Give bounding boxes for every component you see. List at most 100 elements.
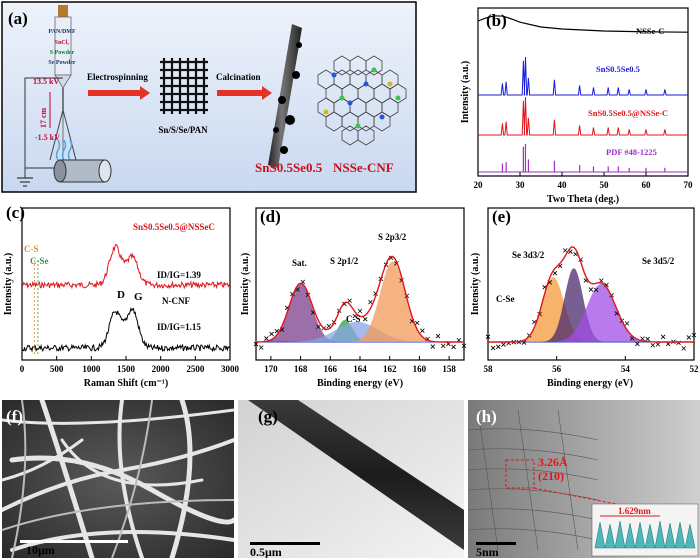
panel-g-label: (g) [258, 407, 278, 426]
xps-s-cs-label: C-S [346, 314, 361, 324]
panel-g-tem-image: 0.5μm (g) [238, 400, 464, 558]
raman-x-ticks: 0 500 1000 1500 2000 2500 3000 [20, 356, 240, 374]
sem-scale-text: 10μm [26, 543, 55, 557]
xrd-legend-nsse-c: NSSe-C [636, 26, 664, 36]
xps-tick-label: 160 [413, 364, 427, 374]
xrd-series-nsse-c [477, 15, 689, 33]
syringe-line-4: Se Powder [48, 60, 75, 66]
xps-se-32-label: Se 3d3/2 [512, 250, 545, 260]
xps-tick-label: 162 [383, 364, 397, 374]
panel-a-label: (a) [8, 9, 28, 28]
xrd-legend-composite: SnS0.5Se0.5@NSSe-C [588, 108, 668, 118]
xps-data-point [660, 334, 666, 340]
tem-scale-bar [250, 542, 320, 545]
xps-data-point [269, 331, 274, 337]
intermediate-label: Sn/S/Se/PAN [158, 125, 208, 135]
carbon-fiber [268, 24, 302, 168]
xrd-series-1 [478, 56, 688, 96]
xps-envelope [255, 255, 463, 343]
xps-tick-label: 58 [484, 364, 494, 374]
raman-top-title: SnS0.5Se0.5@NSSeC [133, 222, 215, 232]
xps-data-point [253, 341, 259, 347]
syringe-line-1: PAN/DMF [48, 29, 76, 35]
xps-component-2 [256, 321, 464, 342]
panel-c-raman: (c) 0 500 1000 1500 2000 2500 3000 Raman Shift… [3, 203, 240, 389]
panel-c-label: (c) [6, 203, 25, 222]
xps-component-0 [256, 283, 464, 342]
step-calcination: Calcination [216, 72, 261, 82]
xps-data-point [352, 313, 358, 319]
xps-se-y-axis-label: Intensity (a.u.) [470, 253, 481, 316]
syringe-line-2: SnCl₂ [55, 40, 70, 46]
collector-drum [53, 159, 112, 183]
sem-nanofibers [2, 400, 234, 558]
product-nsse-cnf-label: NSSe-CNF [333, 160, 394, 175]
raman-cse-label: C-Se [30, 256, 49, 266]
tem-nanofiber [248, 400, 464, 550]
xps-data-point [681, 346, 686, 351]
raman-tick-label: 3000 [221, 364, 240, 374]
hrtem-inset-peaks [594, 520, 696, 549]
raman-series-0 [21, 243, 231, 290]
xps-se-52-label: Se 3d5/2 [642, 256, 675, 266]
hrtem-selection-box [505, 459, 535, 489]
xps-se-axes-frame [487, 207, 695, 361]
xps-s-sat-label: Sat. [292, 258, 307, 268]
xps-tick-label: 166 [324, 364, 338, 374]
xps-s-x-axis-label: Binding energy (eV) [317, 378, 403, 389]
xps-data-point [461, 343, 467, 349]
raman-top-ratio: ID/IG=1.39 [157, 270, 201, 280]
xps-data-point [562, 248, 568, 253]
panel-d-label: (d) [260, 207, 281, 226]
xps-component-0 [488, 277, 694, 342]
xps-tick-label: 164 [353, 364, 367, 374]
xps-data-point [501, 342, 506, 347]
xps-tick-label: 52 [690, 364, 700, 374]
panel-a-schematic: (a) PAN/DMF SnCl₂ S Powder Se Powder [1, 1, 417, 193]
panel-e-xps-se3d: (e) 58 56 54 52 Binding energy (eV) Intensi… [470, 207, 700, 389]
product-snsse-label: SnS0.5Se0.5 [255, 160, 323, 175]
xrd-series-2 [478, 96, 688, 136]
xps-s-y-axis-label: Intensity (a.u.) [240, 253, 251, 316]
xps-se-x-ticks: 58 56 54 52 [484, 356, 700, 374]
panel-h-label: (h) [476, 407, 497, 426]
xps-s-plot-area [253, 255, 467, 350]
panel-f-label: (f) [6, 407, 23, 426]
taylor-cone [49, 109, 77, 161]
xps-envelope [488, 246, 694, 343]
xrd-tick-label: 30 [516, 180, 526, 190]
raman-x-axis-label: Raman Shift (cm⁻¹) [84, 378, 168, 389]
xrd-y-axis-label: Intensity (a.u.) [460, 61, 471, 124]
xps-tick-label: 56 [552, 364, 562, 374]
raman-plot-area [21, 243, 231, 355]
xps-data-point [691, 332, 697, 338]
xps-data-point [624, 321, 630, 326]
hrtem-plane: (210) [538, 469, 564, 483]
hrtem-inset-label: 1.629nm [618, 506, 651, 516]
xrd-plot-area [477, 15, 689, 173]
xps-data-point [650, 342, 656, 348]
xps-se-cse-label: C-Se [496, 294, 515, 304]
xps-data-point [599, 278, 604, 283]
hrtem-lattice [468, 409, 599, 551]
xps-data-point [645, 336, 650, 342]
xrd-x-axis-label: Two Theta (deg.) [547, 194, 619, 205]
xps-data-point [451, 344, 456, 350]
hrtem-d-spacing: 3.26Å [538, 455, 568, 469]
xrd-tick-label: 40 [558, 180, 568, 190]
raman-peak-d: D [117, 289, 125, 301]
panel-d-xps-s2p: (d) 170 168 166 164 162 160 158 Binding energy… [240, 207, 467, 389]
xps-data-point [588, 287, 594, 292]
xps-tick-label: 168 [294, 364, 308, 374]
xps-data-point [435, 333, 441, 339]
voltage-negative: -1.5 kV [35, 133, 60, 142]
hrtem-scale-text: 5nm [476, 545, 499, 558]
xrd-x-ticks: 20 30 40 50 60 70 [474, 172, 693, 190]
xps-tick-label: 54 [621, 364, 631, 374]
xps-se-plot-area [485, 246, 697, 351]
xps-component-3 [256, 261, 464, 342]
raman-tick-label: 2500 [186, 364, 205, 374]
xps-s-x-ticks: 170 168 166 164 162 160 158 [264, 356, 456, 374]
xps-tick-label: 158 [442, 364, 456, 374]
xps-data-point [362, 316, 368, 322]
